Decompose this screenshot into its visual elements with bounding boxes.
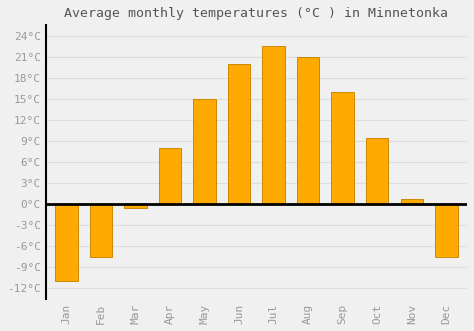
Bar	[228, 64, 250, 204]
Bar	[159, 148, 181, 204]
Bar	[435, 204, 457, 257]
Bar	[331, 92, 354, 204]
Title: Average monthly temperatures (°C ) in Minnetonka: Average monthly temperatures (°C ) in Mi…	[64, 7, 448, 20]
Bar	[90, 204, 112, 257]
Bar	[55, 204, 78, 281]
Bar	[124, 204, 146, 208]
Bar	[366, 138, 389, 204]
Bar	[297, 57, 319, 204]
Bar	[193, 99, 216, 204]
Bar	[262, 46, 285, 204]
Bar	[401, 199, 423, 204]
